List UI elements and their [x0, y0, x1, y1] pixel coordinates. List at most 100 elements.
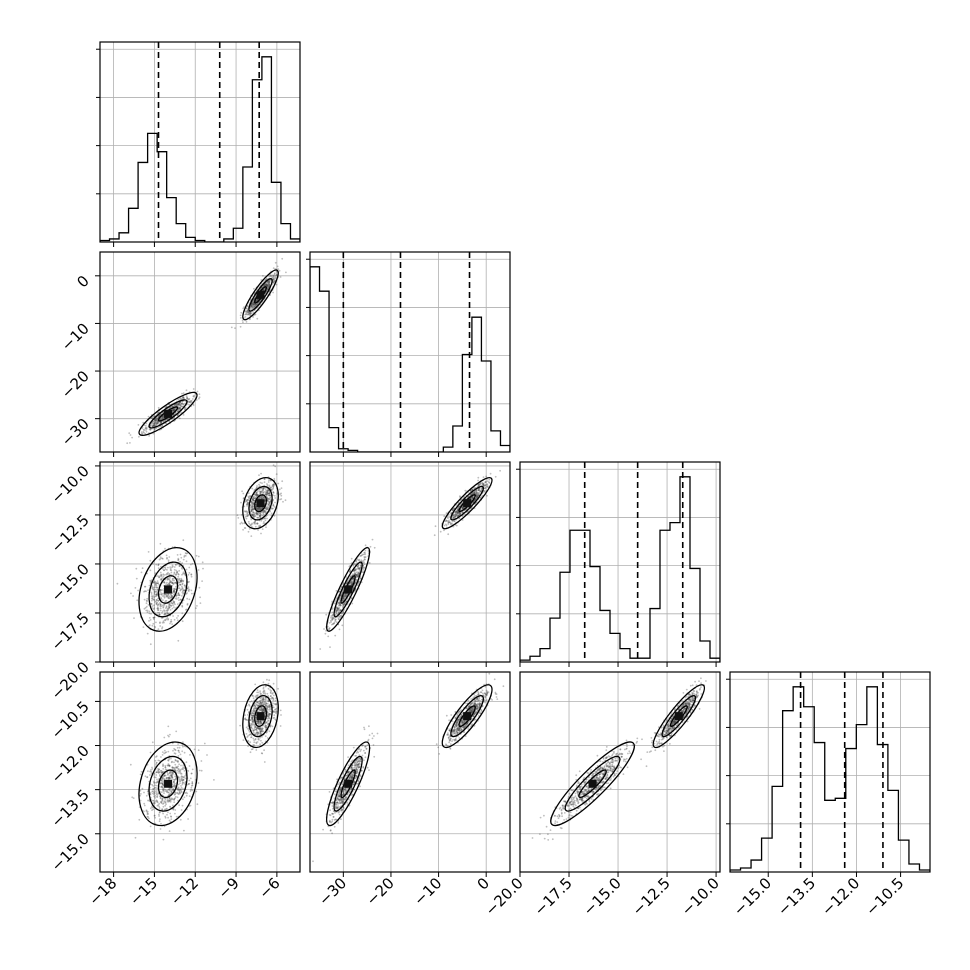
- sample-point: [146, 632, 149, 635]
- sample-point: [262, 491, 265, 494]
- sample-point: [156, 795, 159, 798]
- sample-point: [454, 513, 457, 515]
- sample-point: [164, 547, 166, 550]
- sample-point: [274, 274, 277, 277]
- sample-point: [149, 774, 151, 776]
- sample-point: [160, 791, 163, 794]
- sample-point: [280, 492, 282, 495]
- sample-point: [454, 510, 457, 513]
- sample-point: [177, 403, 180, 406]
- sample-point: [357, 566, 359, 568]
- sample-point: [195, 607, 197, 610]
- sample-point: [181, 402, 184, 405]
- sample-point: [172, 785, 175, 788]
- sample-point: [453, 514, 455, 517]
- sample-point: [461, 507, 464, 509]
- sample-point: [240, 521, 243, 524]
- sample-point: [268, 485, 271, 488]
- panel-1-0: 0−10−20−30: [58, 251, 301, 457]
- sample-point: [176, 769, 179, 772]
- sample-point: [183, 589, 186, 592]
- sample-point: [252, 495, 255, 498]
- sample-point: [177, 776, 180, 779]
- sample-point: [171, 405, 174, 408]
- sample-point: [188, 572, 191, 574]
- sample-point: [170, 797, 173, 800]
- sample-point: [167, 791, 169, 794]
- sample-point: [242, 321, 244, 324]
- sample-point: [164, 798, 167, 801]
- sample-point: [258, 488, 261, 491]
- sample-point: [279, 498, 281, 501]
- sample-point: [163, 610, 166, 612]
- sample-point: [356, 575, 359, 578]
- sample-point: [172, 409, 175, 411]
- sample-point: [369, 545, 372, 548]
- sample-point: [162, 838, 165, 841]
- sample-point: [163, 569, 166, 572]
- sample-point: [140, 571, 143, 574]
- sample-point: [172, 804, 174, 807]
- sample-point: [455, 514, 458, 517]
- sample-point: [483, 490, 486, 493]
- sample-point: [171, 766, 174, 768]
- sample-point: [162, 783, 165, 786]
- sample-point: [166, 800, 169, 803]
- sample-point: [176, 617, 178, 619]
- sample-point: [153, 792, 156, 795]
- sample-point: [160, 785, 163, 788]
- sample-point: [266, 483, 268, 485]
- sample-point: [268, 504, 270, 507]
- sample-point: [268, 492, 271, 494]
- sample-point: [160, 593, 163, 595]
- sample-point: [174, 573, 177, 576]
- sample-point: [258, 474, 260, 477]
- sample-point: [471, 488, 474, 491]
- sample-point: [178, 565, 181, 567]
- sample-point: [280, 487, 283, 489]
- mode-peak: [164, 409, 173, 418]
- sample-point: [152, 608, 155, 611]
- sample-point: [153, 591, 156, 593]
- sample-point: [359, 555, 362, 557]
- sample-point: [371, 538, 374, 541]
- sample-point: [477, 489, 480, 492]
- sample-point: [269, 479, 272, 482]
- sample-point: [177, 755, 180, 757]
- sample-point: [252, 514, 254, 517]
- sample-point: [261, 482, 263, 485]
- sample-point: [479, 482, 482, 484]
- sample-point: [457, 511, 460, 514]
- sample-point: [242, 307, 245, 310]
- sample-point: [132, 797, 135, 799]
- sample-point: [478, 489, 481, 491]
- sample-point: [150, 593, 153, 595]
- sample-point: [175, 760, 178, 762]
- sample-point: [338, 602, 341, 605]
- sample-point: [253, 306, 256, 308]
- sample-point: [270, 275, 272, 277]
- sample-point: [260, 532, 262, 535]
- sample-point: [344, 594, 347, 597]
- sample-point: [455, 504, 458, 506]
- sample-point: [333, 622, 335, 625]
- sample-point: [165, 789, 168, 792]
- sample-point: [167, 800, 170, 803]
- sample-point: [158, 576, 161, 579]
- sample-point: [181, 788, 184, 790]
- sample-point: [346, 581, 349, 583]
- sample-point: [191, 784, 194, 787]
- sample-point: [186, 403, 189, 405]
- sample-point: [355, 574, 358, 576]
- sample-point: [171, 578, 174, 580]
- sample-point: [476, 495, 479, 498]
- sample-point: [264, 488, 267, 491]
- sample-point: [445, 523, 447, 526]
- sample-point: [170, 818, 173, 820]
- sample-point: [262, 512, 265, 515]
- sample-point: [156, 422, 159, 424]
- sample-point: [351, 583, 353, 585]
- sample-point: [250, 510, 253, 513]
- sample-point: [176, 746, 179, 749]
- sample-point: [248, 313, 251, 316]
